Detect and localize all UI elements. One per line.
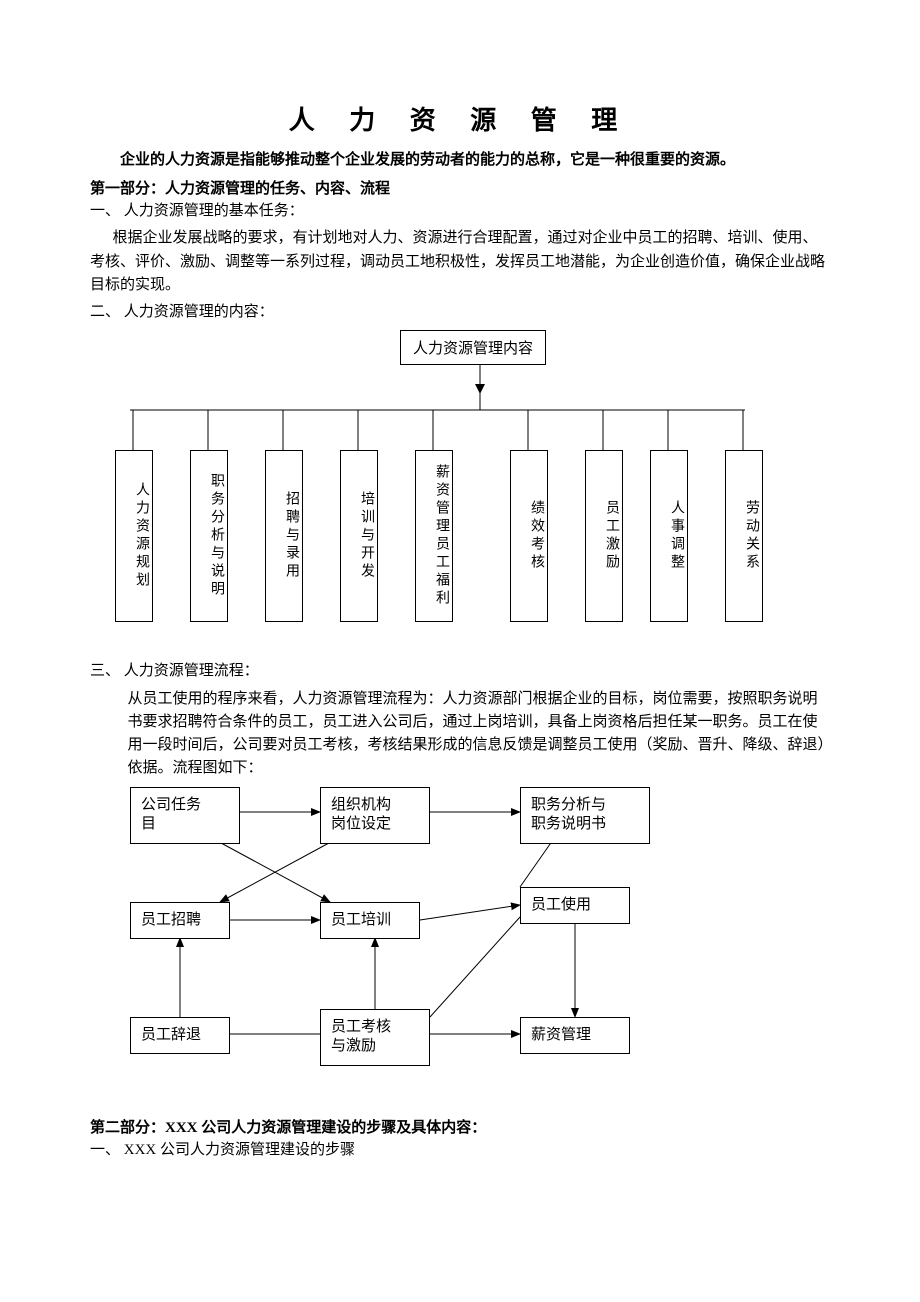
flow-node-n6: 员工使用 xyxy=(520,887,630,925)
tree-leaf-node: 人事调整 xyxy=(650,450,688,622)
flow-node-n8: 员工考核与激励 xyxy=(320,1009,430,1066)
flow-node-n5: 员工培训 xyxy=(320,902,420,940)
flow-node-n4: 员工招聘 xyxy=(130,902,230,940)
flow-node-n7: 员工辞退 xyxy=(130,1017,230,1055)
page: 人 力 资 源 管 理 企业的人力资源是指能够推动整个企业发展的劳动者的能力的总… xyxy=(0,0,920,1302)
flow-node-n3: 职务分析与职务说明书 xyxy=(520,787,650,844)
tree-leaf-node: 招聘与录用 xyxy=(265,450,303,622)
tree-leaf-node: 人力资源规划 xyxy=(115,450,153,622)
part2-heading: 第二部分：XXX 公司人力资源管理建设的步骤及具体内容： xyxy=(90,1117,830,1140)
section2-heading: 二、 人力资源管理的内容： xyxy=(90,301,830,324)
tree-leaf-node: 绩效考核 xyxy=(510,450,548,622)
page-title: 人 力 资 源 管 理 xyxy=(90,100,830,137)
section3-body: 从员工使用的程序来看，人力资源管理流程为：人力资源部门根据企业的目标，岗位需要，… xyxy=(90,688,830,781)
flow-diagram: 公司任务目 组织机构岗位设定 职务分析与职务说明书员工招聘 员工培训 员工使用员工辞退 员… xyxy=(130,787,730,1087)
section1-body: 根据企业发展战略的要求，有计划地对人力、资源进行合理配置，通过对企业中员工的招聘… xyxy=(90,227,830,297)
flow-node-n9: 薪资管理 xyxy=(520,1017,630,1055)
part1-heading: 第一部分：人力资源管理的任务、内容、流程 xyxy=(90,178,830,201)
flow-node-n2: 组织机构岗位设定 xyxy=(320,787,430,844)
part2-s1: 一、 XXX 公司人力资源管理建设的步骤 xyxy=(90,1139,830,1162)
tree-leaf-node: 劳动关系 xyxy=(725,450,763,622)
intro-paragraph: 企业的人力资源是指能够推动整个企业发展的劳动者的能力的总称，它是一种很重要的资源… xyxy=(90,149,830,172)
tree-root-node: 人力资源管理内容 xyxy=(400,330,546,365)
tree-leaf-node: 薪资管理员工福利 xyxy=(415,450,453,622)
tree-leaf-node: 员工激励 xyxy=(585,450,623,622)
flow-node-n1: 公司任务目 xyxy=(130,787,240,844)
tree-diagram: 人力资源管理内容人力资源规划职务分析与说明招聘与录用培训与开发薪资管理员工福利 绩… xyxy=(90,330,830,630)
section3-heading: 三、 人力资源管理流程： xyxy=(90,660,830,683)
tree-leaf-node: 职务分析与说明 xyxy=(190,450,228,622)
section1-heading: 一、 人力资源管理的基本任务： xyxy=(90,200,830,223)
tree-leaf-node: 培训与开发 xyxy=(340,450,378,622)
